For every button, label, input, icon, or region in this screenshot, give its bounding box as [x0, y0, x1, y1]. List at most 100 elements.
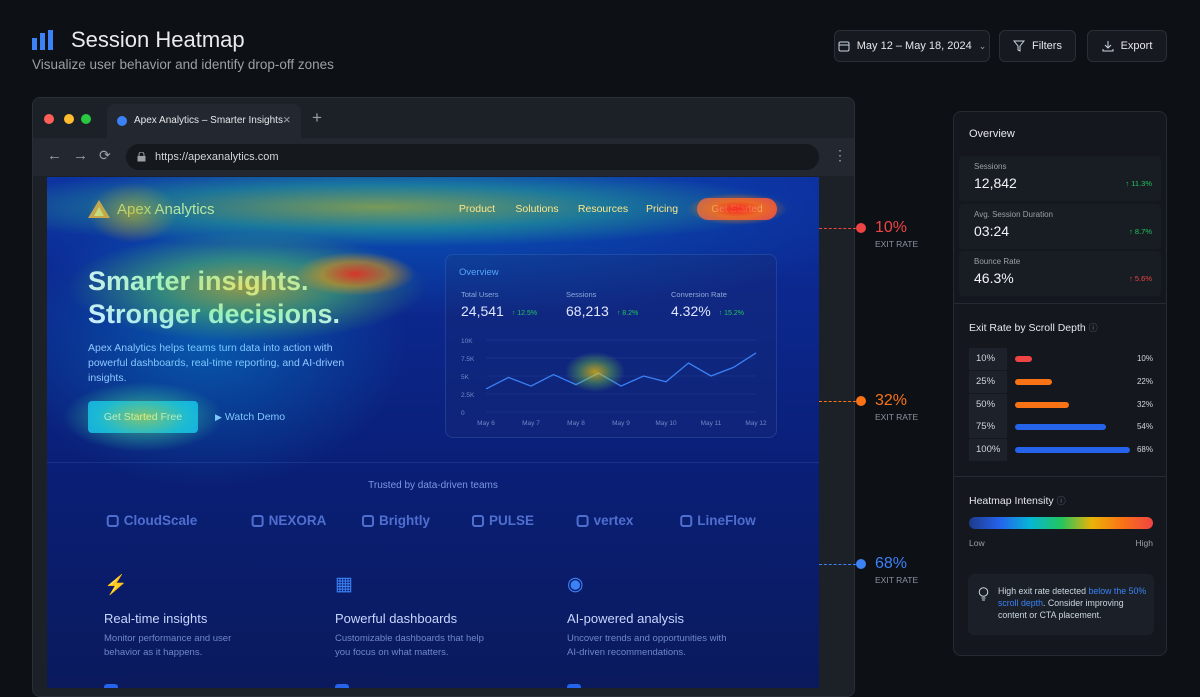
client-logo: NEXORA — [251, 513, 326, 528]
metric-label: Conversion Rate — [671, 290, 727, 299]
filters-button[interactable]: Filters — [999, 30, 1076, 62]
forward[interactable]: → — [73, 147, 88, 164]
toolbar: ← → ⟳ https://apexanalytics.com ⋮ — [33, 138, 854, 176]
depth-cell — [969, 348, 1007, 370]
stat-card: Sessions 12,842 ↑ 11.3% — [959, 156, 1161, 201]
x-tick-label: May 12 — [745, 420, 767, 427]
logo-mark — [680, 515, 693, 527]
exit-bar — [1015, 356, 1032, 362]
nav-link[interactable]: Resources — [577, 203, 629, 215]
insight-highlight: below the 50% scroll depth — [998, 586, 1147, 608]
feature-icon: ▦ — [335, 574, 353, 595]
dashboard-title: Overview — [459, 267, 499, 278]
logo-mark — [361, 515, 374, 527]
feature-icon — [335, 684, 349, 688]
stat-change: ↑ 11.3% — [1125, 179, 1152, 188]
logo-mark — [471, 515, 484, 527]
tab-close[interactable]: × — [283, 112, 291, 127]
metric-value: 24,541 — [461, 303, 504, 319]
site-page: Apex Analytics Get Started Smarter insig… — [47, 177, 819, 688]
date-range: May 12 – May 18, 2024 — [856, 40, 972, 52]
subtitle: Visualize user behavior and identify dro… — [32, 57, 334, 72]
logo-icon — [32, 30, 53, 50]
export-label: Export — [1120, 40, 1153, 52]
reload[interactable]: ⟳ — [99, 147, 111, 163]
minimize-dot[interactable] — [64, 114, 74, 124]
metric-value: 4.32% — [671, 303, 711, 319]
dashboard-chart: Overview Total Users 24,541 ↑ 12.5% Sessions… — [459, 267, 767, 427]
stat-change: ↑ 8.7% — [1129, 226, 1152, 236]
marker-dot — [856, 396, 866, 406]
tab-title: Apex Analytics – Smarter Insights — [134, 115, 283, 126]
close-dot[interactable] — [44, 114, 54, 124]
menu[interactable]: ⋮ — [833, 147, 847, 163]
intensity-title: Heatmap Intensity ⓘ — [969, 495, 1066, 507]
nav-link[interactable]: Solutions — [515, 203, 559, 215]
browser-tab[interactable]: Apex Analytics – Smarter Insights × — [107, 104, 301, 138]
brand: Apex Analytics — [117, 201, 215, 218]
stat-card: Bounce Rate 46.3% ↑ 5.6% — [959, 251, 1161, 296]
divider — [47, 462, 819, 463]
exit-value: 22% — [1136, 376, 1153, 386]
marker-label: EXIT RATE — [875, 575, 919, 585]
depth-cell — [969, 416, 1007, 439]
metric-value: 68,213 — [566, 303, 609, 319]
marker-dot — [856, 223, 866, 233]
client-logo: Brightly — [361, 513, 430, 528]
intensity-scale — [969, 517, 1153, 529]
exit-bar — [1015, 424, 1107, 431]
export-button[interactable]: Export — [1087, 30, 1167, 62]
side-panel: Overview Exit Rate by Scroll Depth ⓘ Hea… — [953, 111, 1167, 656]
divider — [954, 303, 1166, 304]
secondary-button[interactable]: ▶ Watch Demo — [215, 411, 286, 423]
x-tick-label: May 10 — [655, 420, 677, 427]
feature-text: Monitor performance and user behavior as… — [104, 633, 232, 658]
date-range-button[interactable]: May 12 – May 18, 2024 ⌄ — [834, 30, 990, 62]
metric-change: ↑ 12.5% — [512, 310, 537, 317]
filters-label: Filters — [1032, 40, 1062, 52]
marker-label: EXIT RATE — [875, 412, 919, 422]
nav-cta[interactable]: Get Started — [697, 198, 777, 220]
nav-link[interactable]: Pricing — [645, 203, 679, 215]
secondary-label: Watch Demo — [224, 411, 286, 423]
client-logo: PULSE — [471, 513, 534, 528]
marker-line — [819, 401, 856, 402]
calendar-icon — [838, 41, 850, 52]
exit-value: 32% — [1136, 399, 1153, 409]
maximize-dot[interactable] — [81, 114, 91, 124]
trusted-title: Trusted by data-driven teams — [368, 480, 498, 491]
marker-line — [819, 228, 856, 229]
feature-icon — [567, 684, 581, 688]
feature-text: Customizable dashboards that help you fo… — [335, 633, 484, 658]
marker-value: 10% — [875, 219, 908, 236]
favicon — [117, 116, 127, 126]
feature-text: Uncover trends and opportunities with AI… — [567, 633, 727, 658]
scroll-depth-title: Exit Rate by Scroll Depth — [969, 322, 1086, 334]
depth-label: 25% — [976, 375, 996, 387]
stat-value: 46.3% — [974, 270, 1014, 286]
metric-label: Total Users — [461, 290, 499, 299]
depth-cell — [969, 370, 1007, 393]
y-tick-label: 2.5K — [461, 392, 475, 399]
client-logo: vertex — [576, 513, 633, 528]
client-logo: LineFlow — [680, 513, 756, 528]
x-tick-label: May 7 — [522, 420, 540, 427]
scroll-title: Exit Rate by Scroll Depth ⓘ — [969, 322, 1098, 334]
exit-bar — [1015, 401, 1070, 408]
intensity-high: High — [1135, 538, 1153, 548]
url-bar[interactable]: https://apexanalytics.com — [126, 144, 819, 170]
logo-name: CloudScale — [123, 513, 198, 528]
nav-link[interactable]: Product — [458, 203, 496, 215]
hero-title: Smarter insights. Stronger decisions. — [88, 265, 340, 331]
primary-button[interactable]: Get Started Free — [88, 401, 198, 433]
new-tab[interactable]: + — [312, 108, 322, 127]
stat-label: Bounce Rate — [974, 257, 1021, 266]
back[interactable]: ← — [47, 147, 62, 164]
exit-bar — [1015, 378, 1053, 385]
logo-mark — [576, 515, 589, 527]
insight-box: High exit rate detected below the 50% sc… — [968, 574, 1154, 635]
lock-icon — [137, 152, 146, 162]
x-tick-label: May 6 — [477, 420, 495, 427]
depth-label: 50% — [976, 398, 996, 410]
